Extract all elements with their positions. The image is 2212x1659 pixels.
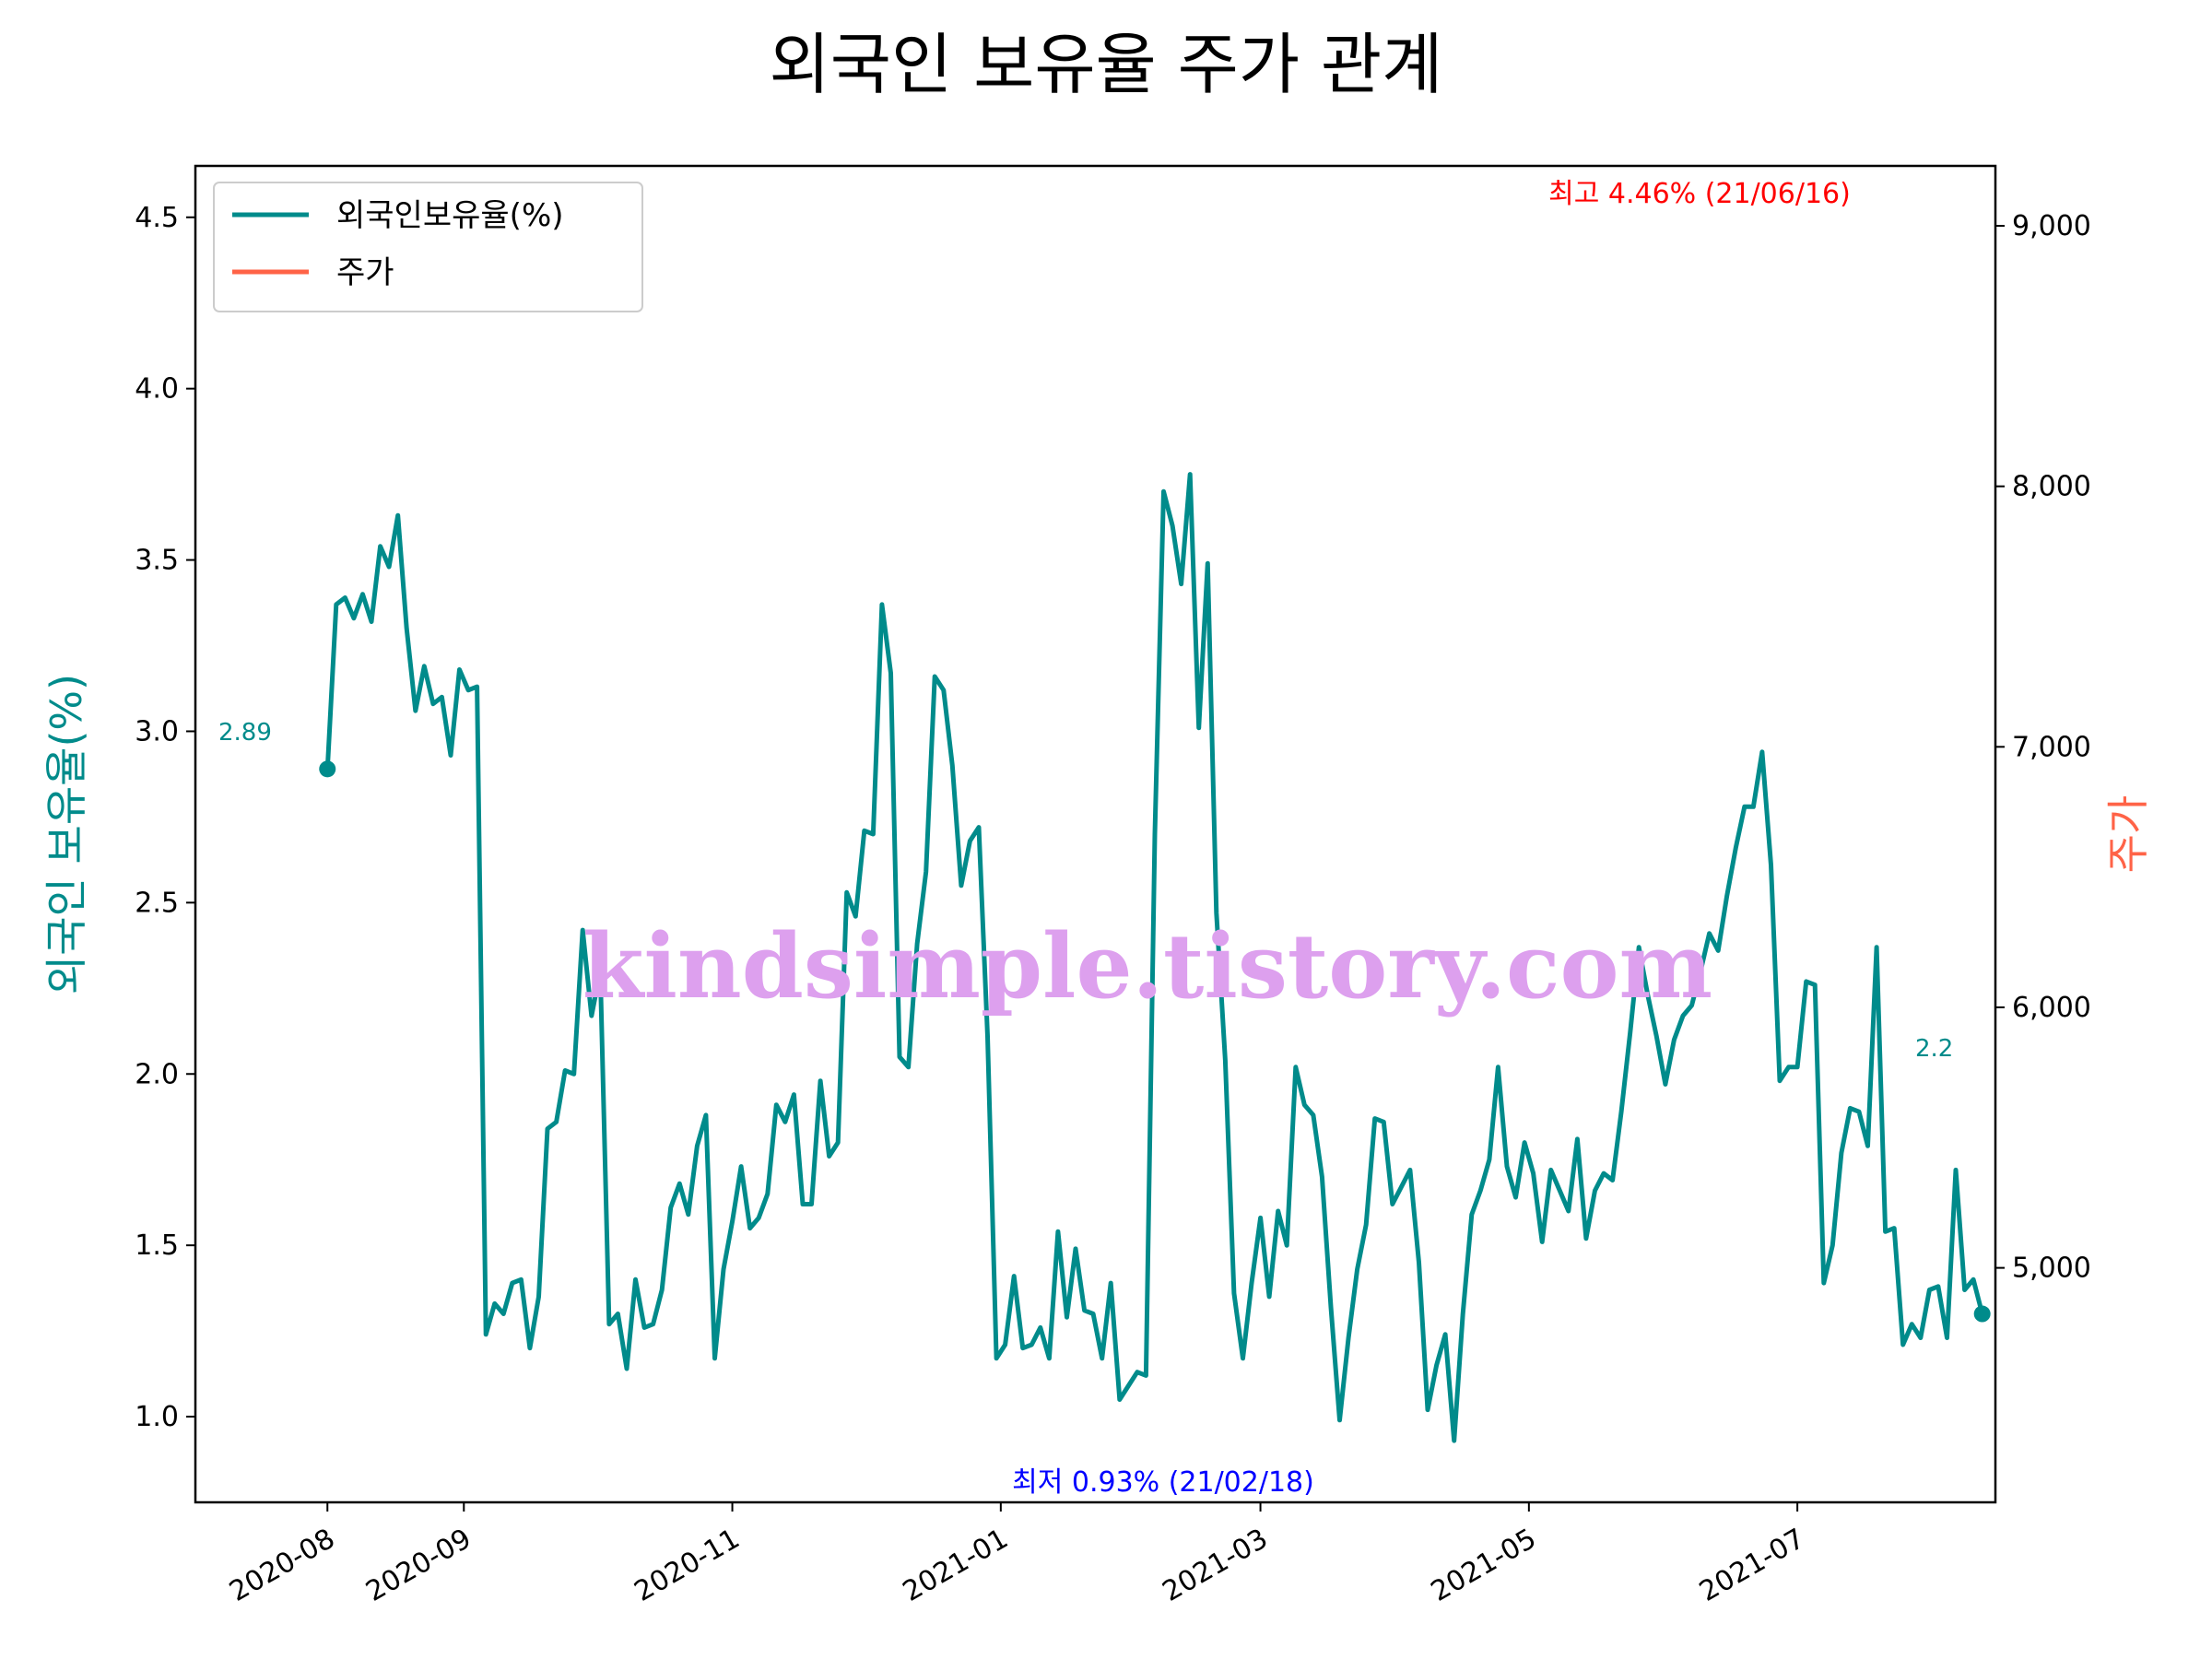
y-axis-right-label: 주가 [2103,795,2153,874]
y-left-tick-label: 3.5 [135,545,179,577]
y-left-tick-label: 2.0 [135,1058,179,1090]
end-value-label: 2.2 [1915,1035,1953,1063]
holding-ratio-series-line [324,472,1985,1443]
y-left-tick-label: 1.5 [135,1230,179,1262]
max-annotation: 최고 4.46% (21/06/16) [1548,178,1851,210]
holding-end-marker [1973,1305,1991,1323]
x-tick-label: 2020-11 [629,1523,745,1608]
legend: 외국인보유율(%) 주가 [213,182,643,312]
axes: 1.0 1.5 2.0 2.5 3.0 3.5 4.0 4.5 5,000 6,000 7,000 8… [135,202,2091,1608]
y-right-tick-label: 5,000 [2012,1253,2091,1285]
min-annotation: 최저 0.93% (21/02/18) [1012,1466,1314,1499]
start-value-label: 2.89 [218,719,272,747]
y-left-tick-label: 2.5 [135,887,179,919]
y-right-tick-label: 7,000 [2012,731,2091,763]
plot-frame [194,164,1997,1504]
y-axis-left-label: 외국인 보유율(%) [41,674,91,994]
holding-start-marker [319,760,336,778]
y-left-tick-label: 1.0 [135,1401,179,1433]
legend-box [213,182,643,312]
x-tick-label: 2020-08 [224,1523,340,1608]
legend-label-holding: 외국인보유율(%) [336,197,564,234]
y-right-tick-label: 9,000 [2012,210,2091,242]
y-left-tick-label: 4.0 [135,373,179,406]
legend-label-price: 주가 [336,254,394,291]
y-left-tick-label: 4.5 [135,202,179,234]
x-tick-label: 2021-01 [898,1523,1014,1608]
y-right-tick-label: 6,000 [2012,992,2091,1024]
x-tick-label: 2020-09 [360,1523,477,1608]
chart-title: 외국인 보유율 주가 관계 [769,26,1442,103]
watermark-text: kindsimple.tistory.com [582,914,1712,1018]
y-left-tick-label: 3.0 [135,715,179,747]
x-tick-label: 2021-07 [1694,1523,1810,1608]
y-right-tick-label: 8,000 [2012,471,2091,503]
x-tick-label: 2021-05 [1426,1523,1542,1608]
x-tick-label: 2021-03 [1158,1523,1274,1608]
plot-area [319,472,1991,1443]
